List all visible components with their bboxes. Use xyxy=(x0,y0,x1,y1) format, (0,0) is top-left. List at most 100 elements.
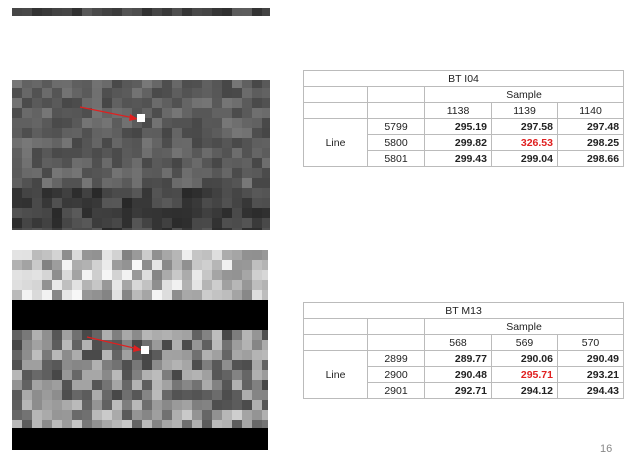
image-pixel xyxy=(82,148,92,158)
image-pixel xyxy=(92,158,102,168)
image-pixel xyxy=(152,280,162,290)
image-pixel xyxy=(122,198,132,208)
satellite-image-i04 xyxy=(12,8,270,230)
image-pixel xyxy=(32,138,42,148)
image-pixel xyxy=(122,360,132,370)
image-pixel xyxy=(192,260,202,270)
image-pixel xyxy=(252,98,262,108)
image-pixel xyxy=(162,118,172,128)
image-pixel xyxy=(92,128,102,138)
image-pixel xyxy=(102,158,112,168)
image-pixel xyxy=(42,260,52,270)
image-pixel xyxy=(262,148,270,158)
image-pixel xyxy=(202,108,212,118)
image-pixel xyxy=(232,208,242,218)
image-pixel xyxy=(152,380,162,390)
image-pixel xyxy=(52,390,62,400)
image-pixel xyxy=(192,108,202,118)
image-pixel xyxy=(182,198,192,208)
image-pixel xyxy=(42,178,52,188)
image-pixel xyxy=(32,370,42,380)
image-pixel xyxy=(232,118,242,128)
image-pixel xyxy=(122,128,132,138)
image-pixel xyxy=(252,178,262,188)
image-pixel xyxy=(132,280,142,290)
image-pixel xyxy=(192,198,202,208)
image-pixel xyxy=(112,208,122,218)
image-pixel xyxy=(32,128,42,138)
image-pixel xyxy=(132,228,142,230)
image-pixel xyxy=(92,370,102,380)
image-pixel xyxy=(22,260,32,270)
image-pixel xyxy=(182,218,192,228)
image-pixel xyxy=(252,88,262,98)
image-pixel xyxy=(142,218,152,228)
image-pixel xyxy=(112,350,122,360)
image-pixel xyxy=(242,350,252,360)
image-pixel xyxy=(262,168,270,178)
image-pixel xyxy=(42,250,52,260)
image-pixel xyxy=(112,360,122,370)
image-pixel xyxy=(262,400,268,410)
image-pixel xyxy=(192,98,202,108)
image-pixel xyxy=(32,380,42,390)
image-pixel xyxy=(102,88,112,98)
image-pixel xyxy=(262,118,270,128)
image-pixel xyxy=(112,218,122,228)
image-pixel xyxy=(32,88,42,98)
image-pixel xyxy=(112,410,122,420)
image-pixel xyxy=(242,178,252,188)
image-pixel xyxy=(222,280,232,290)
image-pixel xyxy=(232,138,242,148)
image-pixel xyxy=(82,118,92,128)
image-pixel xyxy=(52,270,62,280)
image-pixel xyxy=(32,208,42,218)
image-pixel xyxy=(132,270,142,280)
cell: 294.12 xyxy=(492,383,558,399)
image-pixel xyxy=(202,370,212,380)
image-pixel xyxy=(122,188,132,198)
image-pixel xyxy=(162,158,172,168)
image-pixel xyxy=(72,340,82,350)
image-pixel xyxy=(112,148,122,158)
image-pixel xyxy=(232,260,242,270)
image-pixel xyxy=(192,138,202,148)
image-pixel xyxy=(242,340,252,350)
image-pixel xyxy=(32,350,42,360)
image-pixel xyxy=(262,350,268,360)
image-pixel xyxy=(72,400,82,410)
image-pixel xyxy=(172,108,182,118)
image-pixel xyxy=(252,188,262,198)
image-pixel xyxy=(182,108,192,118)
image-pixel xyxy=(152,158,162,168)
table-title: BT I04 xyxy=(304,71,624,87)
image-pixel xyxy=(152,410,162,420)
image-pixel xyxy=(202,290,212,300)
image-pixel xyxy=(112,118,122,128)
image-pixel xyxy=(62,98,72,108)
image-pixel xyxy=(52,228,62,230)
image-pixel xyxy=(52,188,62,198)
image-pixel xyxy=(162,350,172,360)
image-pixel xyxy=(142,178,152,188)
image-pixel xyxy=(232,340,242,350)
image-pixel xyxy=(62,168,72,178)
image-pixel xyxy=(22,138,32,148)
image-pixel xyxy=(252,400,262,410)
image-pixel xyxy=(242,168,252,178)
image-pixel xyxy=(162,380,172,390)
image-pixel xyxy=(52,360,62,370)
image-pixel xyxy=(242,218,252,228)
image-pixel xyxy=(182,330,192,340)
image-pixel xyxy=(172,390,182,400)
image-pixel xyxy=(202,260,212,270)
image-pixel xyxy=(102,148,112,158)
image-pixel xyxy=(212,270,222,280)
image-pixel xyxy=(252,390,262,400)
image-pixel xyxy=(132,158,142,168)
image-pixel xyxy=(252,260,262,270)
line-number: 5799 xyxy=(368,119,425,135)
image-pixel xyxy=(192,128,202,138)
image-pixel xyxy=(182,390,192,400)
image-pixel xyxy=(172,340,182,350)
